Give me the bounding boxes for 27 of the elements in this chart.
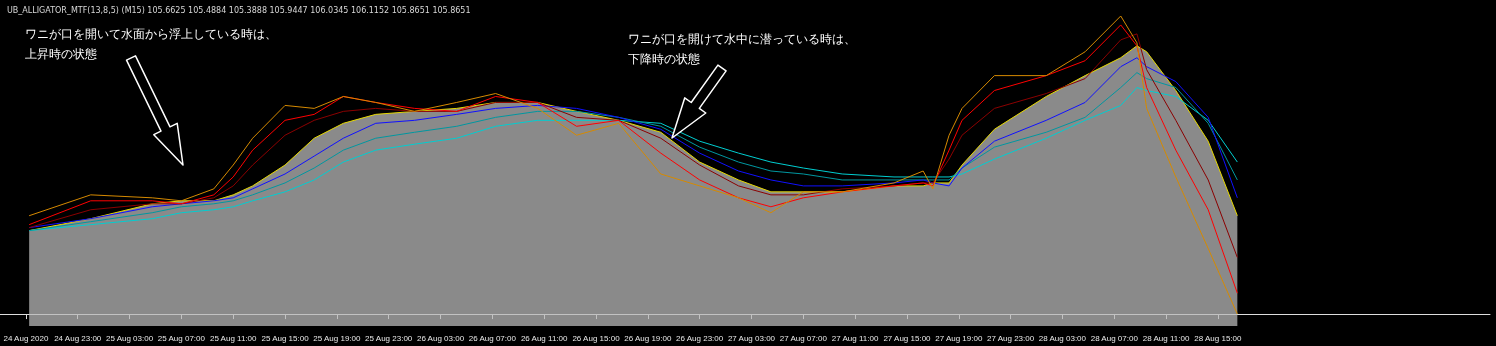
- x-tick-label: 25 Aug 07:00: [157, 333, 206, 343]
- x-tick-label: 27 Aug 07:00: [779, 333, 828, 343]
- x-tick-label: 28 Aug 11:00: [1142, 333, 1190, 343]
- x-tick-label: 28 Aug 03:00: [1038, 333, 1087, 343]
- x-tick-label: 27 Aug 19:00: [935, 333, 983, 343]
- x-tick-label: 25 Aug 03:00: [105, 333, 154, 343]
- x-tick-label: 26 Aug 15:00: [572, 333, 621, 343]
- x-tick-label: 25 Aug 11:00: [209, 333, 258, 343]
- x-tick-label: 24 Aug 2020: [3, 333, 49, 343]
- x-tick-label: 27 Aug 03:00: [727, 333, 776, 343]
- x-tick-label: 24 Aug 23:00: [54, 333, 102, 343]
- x-tick-label: 28 Aug 07:00: [1090, 333, 1139, 343]
- x-tick-label: 25 Aug 23:00: [365, 333, 413, 343]
- x-tick-label: 26 Aug 19:00: [624, 333, 672, 343]
- x-tick-label: 27 Aug 23:00: [987, 333, 1035, 343]
- x-tick-label: 28 Aug 15:00: [1194, 333, 1243, 343]
- annotation: ワニが口を開いて水面から浮上している時は、上昇時の状態: [25, 26, 278, 63]
- x-tick-label: 26 Aug 11:00: [520, 333, 569, 343]
- x-tick-label: 27 Aug 11:00: [831, 333, 879, 343]
- x-tick-label: 25 Aug 19:00: [313, 333, 361, 343]
- x-tick-label: 25 Aug 15:00: [261, 333, 310, 343]
- chart-title: UB_ALLIGATOR_MTF(13,8,5) (M15) 105.6625 105.4884 105.3888 105.9447 106.0345 106.1152 105.8651 105.8651: [7, 5, 471, 15]
- annotation: ワニが口を開けて水中に潜っている時は、下降時の状態: [628, 31, 857, 68]
- x-tick-label: 26 Aug 07:00: [468, 333, 517, 343]
- x-tick-label: 27 Aug 15:00: [883, 333, 932, 343]
- x-tick-label: 26 Aug 23:00: [676, 333, 724, 343]
- x-tick-label: 26 Aug 03:00: [416, 333, 465, 343]
